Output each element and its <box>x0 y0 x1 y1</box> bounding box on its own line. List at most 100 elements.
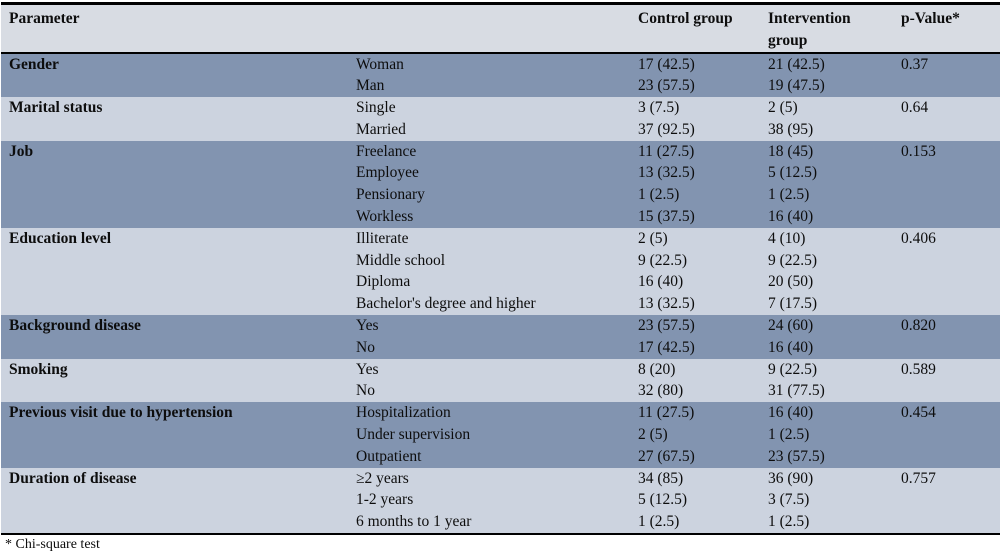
table-row: Middle school 9 (22.5) 9 (22.5) <box>1 249 1000 272</box>
table-row: Pensionary 1 (2.5) 1 (2.5) <box>1 184 1000 206</box>
category-cell: Yes <box>348 358 630 381</box>
col-header-p-value: p-Value* <box>893 3 1000 54</box>
control-value-cell: 11 (27.5) <box>630 140 760 163</box>
category-cell: No <box>348 336 630 359</box>
control-value-cell: 2 (5) <box>630 227 760 250</box>
table-row: Marital status Single 3 (7.5) 2 (5) 0.64 <box>1 97 1000 141</box>
category-cell: ≥2 years <box>348 467 630 490</box>
category-cell: Freelance <box>348 140 630 163</box>
intervention-value-cell: 3 (7.5) <box>760 489 893 512</box>
param-cell: Previous visit due to hypertension <box>1 402 348 468</box>
intervention-value-cell: 1 (2.5) <box>760 423 893 446</box>
table-row: No 32 (80) 31 (77.5) <box>1 380 1000 403</box>
category-cell: Single <box>348 97 630 119</box>
intervention-value-cell: 23 (57.5) <box>760 445 893 468</box>
param-cell: Background disease <box>1 314 348 359</box>
intervention-value-cell: 18 (45) <box>760 140 893 163</box>
control-value-cell: 17 (42.5) <box>630 52 760 76</box>
category-cell: Illiterate <box>348 227 630 250</box>
intervention-value-cell: 9 (22.5) <box>760 358 893 381</box>
intervention-value-cell: 20 (50) <box>760 271 893 294</box>
p-value-cell: 0.64 <box>893 97 1000 141</box>
table-row: Education level Illiterate 2 (5) 4 (10) 0.40… <box>1 227 1000 315</box>
category-cell: Yes <box>348 314 630 337</box>
control-value-cell: 34 (85) <box>630 467 760 490</box>
p-value-cell: 0.454 <box>893 402 1000 468</box>
table-row: Bachelor's degree and higher 13 (32.5) 7 (… <box>1 293 1000 315</box>
table-row: Smoking Yes 8 (20) 9 (22.5) 0.589 <box>1 358 1000 403</box>
table-row: Background disease Yes 23 (57.5) 24 (60) 0.8… <box>1 314 1000 359</box>
control-value-cell: 1 (2.5) <box>630 184 760 206</box>
param-cell: Gender <box>1 52 348 97</box>
table-row: Employee 13 (32.5) 5 (12.5) <box>1 162 1000 185</box>
table-footnote: * Chi-square test <box>5 536 100 552</box>
intervention-value-cell: 7 (17.5) <box>760 293 893 315</box>
intervention-value-cell: 4 (10) <box>760 227 893 250</box>
table-row: Duration of disease ≥2 years 34 (85) 36 (90… <box>1 467 1000 534</box>
control-value-cell: 23 (57.5) <box>630 314 760 337</box>
category-cell: No <box>348 380 630 403</box>
intervention-value-cell: 9 (22.5) <box>760 249 893 272</box>
p-value-cell: 0.37 <box>893 52 1000 97</box>
table-row: Outpatient 27 (67.5) 23 (57.5) <box>1 445 1000 468</box>
control-value-cell: 27 (67.5) <box>630 445 760 468</box>
control-value-cell: 23 (57.5) <box>630 75 760 97</box>
table-row: Under supervision 2 (5) 1 (2.5) <box>1 423 1000 446</box>
table-row: Previous visit due to hypertension Hospit… <box>1 402 1000 468</box>
intervention-value-cell: 5 (12.5) <box>760 162 893 185</box>
control-value-cell: 2 (5) <box>630 423 760 446</box>
control-value-cell: 32 (80) <box>630 380 760 403</box>
table-row: Married 37 (92.5) 38 (95) <box>1 118 1000 141</box>
control-value-cell: 9 (22.5) <box>630 249 760 272</box>
param-cell: Marital status <box>1 97 348 141</box>
intervention-value-cell: 38 (95) <box>760 118 893 141</box>
control-value-cell: 3 (7.5) <box>630 97 760 119</box>
control-value-cell: 13 (32.5) <box>630 162 760 185</box>
category-cell: Bachelor's degree and higher <box>348 293 630 315</box>
category-cell: Pensionary <box>348 184 630 206</box>
param-cell: Smoking <box>1 358 348 403</box>
table-row: Gender Woman 17 (42.5) 21 (42.5) 0.37 <box>1 52 1000 97</box>
category-cell: Workless <box>348 205 630 228</box>
table-row: Workless 15 (37.5) 16 (40) <box>1 205 1000 228</box>
p-value-cell: 0.406 <box>893 227 1000 315</box>
category-cell: Employee <box>348 162 630 185</box>
table-row: No 17 (42.5) 16 (40) <box>1 336 1000 359</box>
category-cell: Under supervision <box>348 423 630 446</box>
control-value-cell: 15 (37.5) <box>630 205 760 228</box>
control-value-cell: 17 (42.5) <box>630 336 760 359</box>
intervention-value-cell: 31 (77.5) <box>760 380 893 403</box>
category-cell: Diploma <box>348 271 630 294</box>
table-body: Gender Woman 17 (42.5) 21 (42.5) 0.37 Man 23 (… <box>1 52 1000 534</box>
p-value-cell: 0.153 <box>893 140 1000 228</box>
category-cell: Married <box>348 118 630 141</box>
col-header-intervention-group: Intervention group <box>760 3 893 54</box>
category-cell: Woman <box>348 52 630 76</box>
demographics-table: Parameter Control group Intervention gro… <box>1 2 1000 535</box>
category-cell: 1-2 years <box>348 489 630 512</box>
p-value-cell: 0.757 <box>893 467 1000 534</box>
intervention-value-cell: 16 (40) <box>760 402 893 424</box>
table-row: Man 23 (57.5) 19 (47.5) <box>1 75 1000 97</box>
control-value-cell: 5 (12.5) <box>630 489 760 512</box>
param-cell: Duration of disease <box>1 467 348 534</box>
control-value-cell: 13 (32.5) <box>630 293 760 315</box>
col-header-parameter: Parameter <box>1 3 348 54</box>
intervention-value-cell: 1 (2.5) <box>760 511 893 534</box>
col-header-subcategory <box>348 3 630 54</box>
param-cell: Job <box>1 140 348 228</box>
intervention-value-cell: 1 (2.5) <box>760 184 893 206</box>
control-value-cell: 8 (20) <box>630 358 760 381</box>
category-cell: Outpatient <box>348 445 630 468</box>
table-row: 1-2 years 5 (12.5) 3 (7.5) <box>1 489 1000 512</box>
intervention-value-cell: 21 (42.5) <box>760 52 893 76</box>
table-header-row: Parameter Control group Intervention gro… <box>1 3 1000 54</box>
control-value-cell: 16 (40) <box>630 271 760 294</box>
control-value-cell: 37 (92.5) <box>630 118 760 141</box>
col-header-control-group: Control group <box>630 3 760 54</box>
control-value-cell: 11 (27.5) <box>630 402 760 424</box>
intervention-value-cell: 19 (47.5) <box>760 75 893 97</box>
control-value-cell: 1 (2.5) <box>630 511 760 534</box>
param-cell: Education level <box>1 227 348 315</box>
